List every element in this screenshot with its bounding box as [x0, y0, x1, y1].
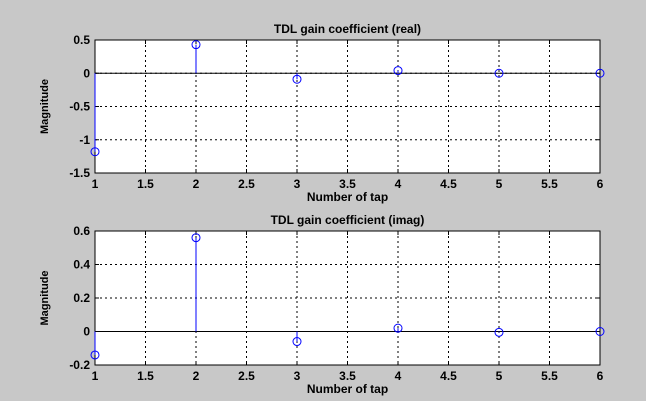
x-tick-label: 1	[92, 369, 99, 383]
x-tick-label: 1.5	[137, 369, 154, 383]
x-tick-label: 6	[597, 177, 604, 191]
stem-marker	[90, 147, 100, 157]
y-tick-label: 0.6	[73, 224, 90, 238]
stem-marker	[595, 327, 605, 336]
chart-title: TDL gain coefficient (imag)	[271, 213, 425, 227]
y-tick-label: 0.5	[73, 33, 90, 47]
y-tick-label: -1.5	[69, 166, 90, 180]
stem-marker	[494, 68, 504, 78]
x-tick-label: 5	[496, 177, 503, 191]
x-tick-label: 5	[496, 369, 503, 383]
x-tick-label: 3.5	[339, 369, 356, 383]
x-tick-label: 4	[395, 369, 402, 383]
stem-marker	[393, 66, 403, 76]
stem-marker	[191, 233, 201, 243]
y-tick-label: 0	[83, 325, 90, 339]
x-tick-label: 2.5	[238, 177, 255, 191]
chart-title: TDL gain coefficient (real)	[274, 22, 421, 36]
y-tick-label: 0.4	[73, 258, 90, 272]
x-tick-label: 2	[193, 177, 200, 191]
x-axis-label: Number of tap	[307, 190, 388, 204]
y-tick-label: -0.2	[69, 358, 90, 372]
y-tick-label: -0.5	[69, 100, 90, 114]
stem-marker	[595, 68, 605, 78]
stem-marker	[393, 323, 403, 333]
y-tick-label: -1	[79, 133, 90, 147]
stem-marker	[292, 74, 302, 84]
stem-marker	[191, 40, 201, 50]
x-tick-label: 1.5	[137, 177, 154, 191]
x-tick-label: 6	[597, 369, 604, 383]
x-tick-label: 5.5	[541, 369, 558, 383]
x-tick-label: 4.5	[440, 369, 457, 383]
x-tick-label: 4	[395, 177, 402, 191]
stem-marker	[90, 350, 100, 360]
x-tick-label: 3.5	[339, 177, 356, 191]
y-axis-label: Magnitude	[39, 271, 51, 326]
x-tick-label: 1	[92, 177, 99, 191]
stem-marker	[494, 327, 504, 337]
y-tick-label: 0	[83, 66, 90, 80]
x-tick-label: 5.5	[541, 177, 558, 191]
x-tick-label: 3	[294, 177, 301, 191]
x-tick-label: 2.5	[238, 369, 255, 383]
stem-marker	[292, 337, 302, 347]
y-axis-label: Magnitude	[39, 79, 51, 134]
x-tick-label: 2	[193, 369, 200, 383]
y-tick-label: 0.2	[73, 291, 90, 305]
x-axis-label: Number of tap	[307, 382, 388, 396]
x-tick-label: 4.5	[440, 177, 457, 191]
x-tick-label: 3	[294, 369, 301, 383]
